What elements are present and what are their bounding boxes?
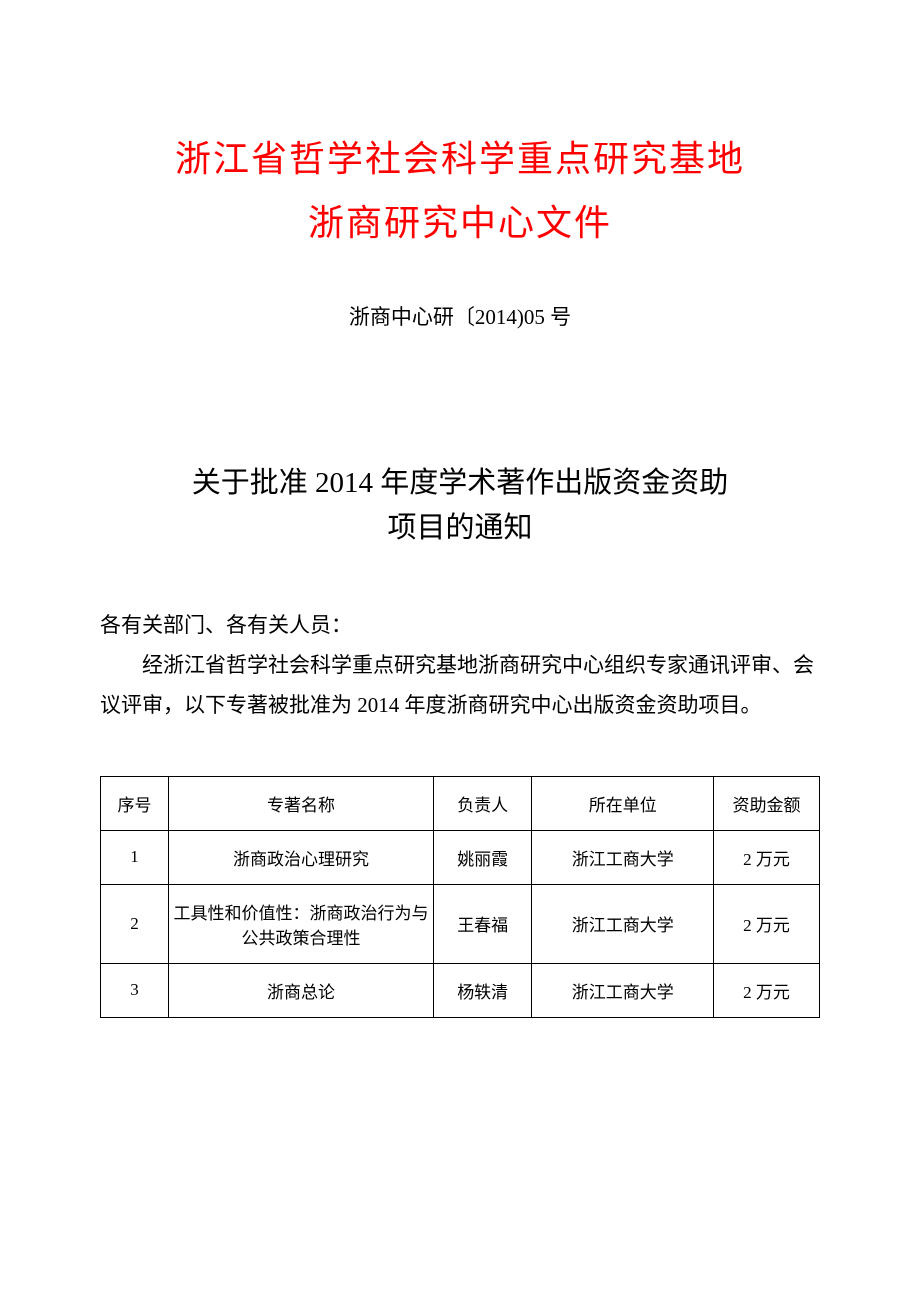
org-header-line1: 浙江省哲学社会科学重点研究基地 [100, 130, 820, 182]
table-row: 2 工具性和价值性：浙商政治行为与公共政策合理性 王春福 浙江工商大学 2 万元 [101, 884, 820, 963]
col-header-seq: 序号 [101, 776, 169, 830]
col-header-unit: 所在单位 [532, 776, 714, 830]
addressee-line: 各有关部门、各有关人员： [100, 606, 820, 646]
col-header-person: 负责人 [434, 776, 532, 830]
cell-person: 杨轶清 [434, 963, 532, 1017]
cell-name: 浙商总论 [169, 963, 434, 1017]
cell-amount: 2 万元 [714, 963, 820, 1017]
table-header-row: 序号 专著名称 负责人 所在单位 资助金额 [101, 776, 820, 830]
table-row: 1 浙商政治心理研究 姚丽霞 浙江工商大学 2 万元 [101, 830, 820, 884]
cell-person: 姚丽霞 [434, 830, 532, 884]
col-header-amount: 资助金额 [714, 776, 820, 830]
cell-unit: 浙江工商大学 [532, 963, 714, 1017]
cell-unit: 浙江工商大学 [532, 830, 714, 884]
col-header-name: 专著名称 [169, 776, 434, 830]
cell-name: 工具性和价值性：浙商政治行为与公共政策合理性 [169, 884, 434, 963]
cell-seq: 1 [101, 830, 169, 884]
org-header-line2: 浙商研究中心文件 [100, 194, 820, 246]
title-line2: 项目的通知 [100, 506, 820, 551]
title-line1: 关于批准 2014 年度学术著作出版资金资助 [100, 461, 820, 506]
cell-amount: 2 万元 [714, 830, 820, 884]
funding-table: 序号 专著名称 负责人 所在单位 资助金额 1 浙商政治心理研究 姚丽霞 浙江工… [100, 776, 820, 1018]
cell-name: 浙商政治心理研究 [169, 830, 434, 884]
cell-unit: 浙江工商大学 [532, 884, 714, 963]
cell-person: 王春福 [434, 884, 532, 963]
document-number: 浙商中心研〔2014)05 号 [100, 301, 820, 331]
cell-seq: 2 [101, 884, 169, 963]
cell-seq: 3 [101, 963, 169, 1017]
body-paragraph: 经浙江省哲学社会科学重点研究基地浙商研究中心组织专家通讯评审、会议评审，以下专著… [100, 646, 820, 726]
document-title: 关于批准 2014 年度学术著作出版资金资助 项目的通知 [100, 461, 820, 551]
cell-amount: 2 万元 [714, 884, 820, 963]
table-row: 3 浙商总论 杨轶清 浙江工商大学 2 万元 [101, 963, 820, 1017]
